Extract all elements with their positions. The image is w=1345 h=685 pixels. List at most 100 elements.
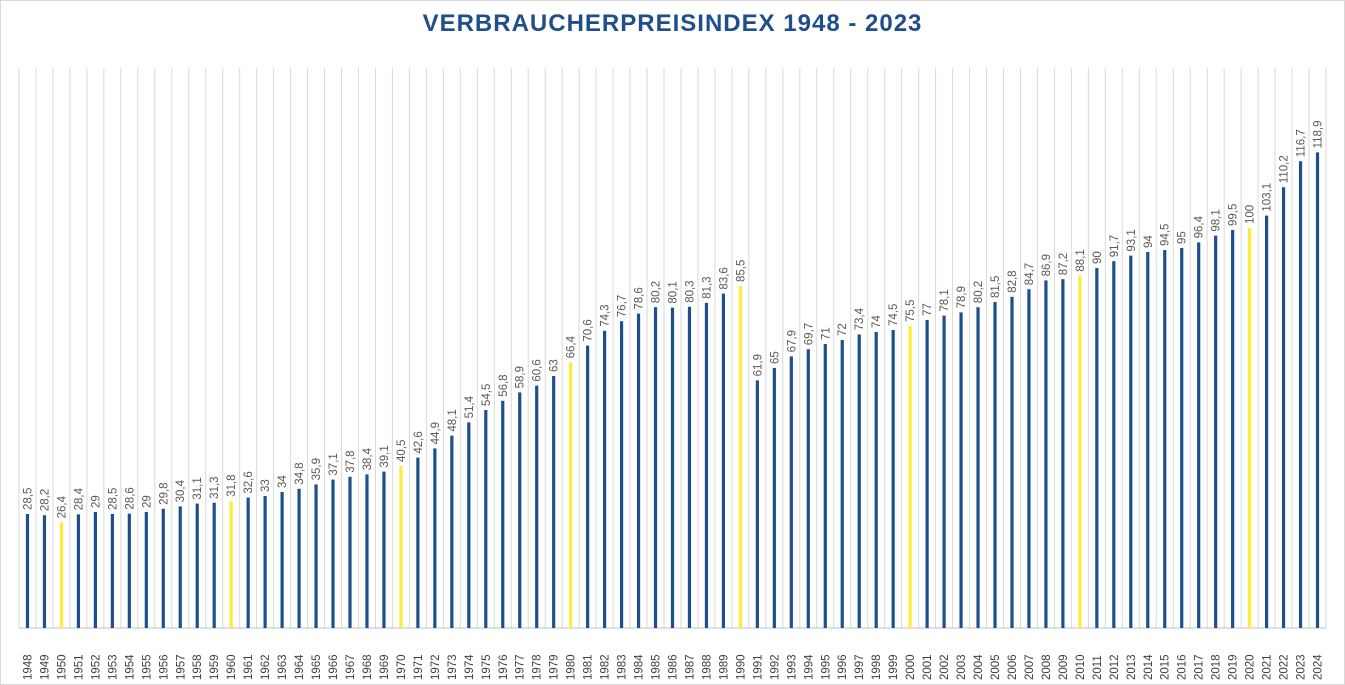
x-tick-label-1987: 1987 <box>684 654 696 680</box>
bar-1995 <box>823 344 827 628</box>
x-tick-label-1969: 1969 <box>379 654 391 680</box>
x-tick-label-1976: 1976 <box>498 654 510 680</box>
bar-1981 <box>586 345 590 628</box>
value-label-1951: 28,4 <box>73 487 85 510</box>
value-label-1954: 28,6 <box>124 487 136 509</box>
x-tick-label-1978: 1978 <box>532 654 544 680</box>
bar-1985 <box>653 307 658 628</box>
bar-1968 <box>365 474 369 628</box>
bar-1982 <box>603 330 607 628</box>
bar-1966 <box>331 479 335 628</box>
bar-1996 <box>840 340 844 628</box>
value-label-2012: 91,7 <box>1109 235 1121 257</box>
bar-1954 <box>127 513 131 628</box>
bar-2009 <box>1061 279 1065 628</box>
bar-2013 <box>1129 255 1133 628</box>
x-tick-label-2000: 2000 <box>905 654 917 680</box>
value-label-1949: 28,2 <box>39 489 51 511</box>
value-label-2011: 90 <box>1092 251 1104 264</box>
value-label-1993: 67,9 <box>786 330 798 352</box>
x-tick-label-1995: 1995 <box>820 654 832 680</box>
x-tick-label-2019: 2019 <box>1228 654 1240 680</box>
value-label-1995: 71 <box>820 327 832 340</box>
value-label-1996: 72 <box>837 323 849 336</box>
bar-1989 <box>721 293 726 628</box>
x-tick-label-1961: 1961 <box>243 654 255 680</box>
x-tick-label-1983: 1983 <box>617 654 629 680</box>
value-label-1968: 38,4 <box>362 447 374 470</box>
x-tick-label-1957: 1957 <box>175 654 187 680</box>
value-label-2014: 94 <box>1143 235 1155 248</box>
bar-1977 <box>518 392 522 628</box>
x-tick-label-1993: 1993 <box>786 654 798 680</box>
bar-1978 <box>535 385 539 628</box>
bar-2001 <box>925 320 929 628</box>
x-tick-label-2003: 2003 <box>956 654 968 680</box>
bar-2017 <box>1197 242 1201 628</box>
x-tick-label-1981: 1981 <box>583 654 595 680</box>
bar-1961 <box>246 497 250 628</box>
x-tick-label-2007: 2007 <box>1024 654 1036 680</box>
value-label-1981: 70,6 <box>583 319 595 341</box>
value-label-1991: 61,9 <box>752 354 764 376</box>
x-tick-label-1994: 1994 <box>803 654 815 680</box>
x-tick-label-1992: 1992 <box>769 654 781 680</box>
value-label-1948: 28,5 <box>22 488 34 510</box>
x-tick-label-1973: 1973 <box>447 654 459 680</box>
x-tick-label-1989: 1989 <box>718 654 730 680</box>
value-label-1952: 29 <box>90 495 102 508</box>
bar-1951 <box>76 514 81 628</box>
x-tick-label-2010: 2010 <box>1075 654 1087 680</box>
value-label-1986: 80,1 <box>668 281 680 303</box>
x-tick-label-1998: 1998 <box>871 654 883 680</box>
bar-1962 <box>263 496 267 628</box>
bar-1959 <box>212 502 216 628</box>
x-tick-label-2020: 2020 <box>1245 654 1257 680</box>
x-tick-label-1974: 1974 <box>464 654 476 680</box>
x-tick-label-2001: 2001 <box>922 654 934 680</box>
value-label-1972: 44,9 <box>430 422 442 444</box>
x-tick-label-1951: 1951 <box>73 654 85 680</box>
x-tick-label-1984: 1984 <box>634 654 646 680</box>
value-label-2021: 103,1 <box>1262 183 1274 212</box>
bar-2018 <box>1214 235 1218 628</box>
bar-2000 <box>908 326 912 628</box>
x-tick-label-1953: 1953 <box>107 654 119 680</box>
value-label-1989: 83,6 <box>718 267 730 289</box>
value-label-2008: 86,9 <box>1041 254 1053 276</box>
x-tick-label-1958: 1958 <box>192 654 204 680</box>
x-tick-label-2012: 2012 <box>1109 654 1121 680</box>
x-tick-label-1954: 1954 <box>124 654 136 680</box>
bar-1948 <box>25 514 30 628</box>
value-label-2009: 87,2 <box>1058 253 1070 275</box>
x-tick-label-2024: 2024 <box>1313 654 1325 680</box>
x-tick-label-1948: 1948 <box>22 654 34 680</box>
value-label-1982: 74,3 <box>600 304 612 326</box>
x-tick-label-1966: 1966 <box>328 654 340 680</box>
value-label-1967: 37,8 <box>345 450 357 472</box>
x-tick-label-1968: 1968 <box>362 654 374 680</box>
x-tick-label-2021: 2021 <box>1262 654 1274 680</box>
bar-1983 <box>619 321 624 628</box>
x-tick-label-2008: 2008 <box>1041 654 1053 680</box>
x-tick-label-1997: 1997 <box>854 654 866 680</box>
value-label-1998: 74 <box>871 315 883 328</box>
bar-1999 <box>891 330 895 628</box>
value-label-1962: 33 <box>260 479 272 492</box>
bar-1974 <box>467 422 471 628</box>
bar-2006 <box>1010 296 1014 628</box>
bar-2014 <box>1146 252 1150 628</box>
value-label-1994: 69,7 <box>803 323 815 345</box>
x-tick-label-1972: 1972 <box>430 654 442 680</box>
x-tick-label-1996: 1996 <box>837 654 849 680</box>
value-label-2019: 99,5 <box>1228 204 1240 226</box>
bar-1958 <box>195 503 199 628</box>
x-tick-label-1967: 1967 <box>345 654 357 680</box>
value-label-1971: 42,6 <box>413 431 425 453</box>
value-label-1990: 85,5 <box>735 260 747 282</box>
x-tick-label-2015: 2015 <box>1160 654 1172 680</box>
chart-title: VERBRAUCHERPREISINDEX 1948 - 2023 <box>422 10 923 37</box>
bar-1986 <box>670 307 675 628</box>
x-tick-label-2004: 2004 <box>973 654 985 680</box>
value-label-1979: 63 <box>549 359 561 372</box>
